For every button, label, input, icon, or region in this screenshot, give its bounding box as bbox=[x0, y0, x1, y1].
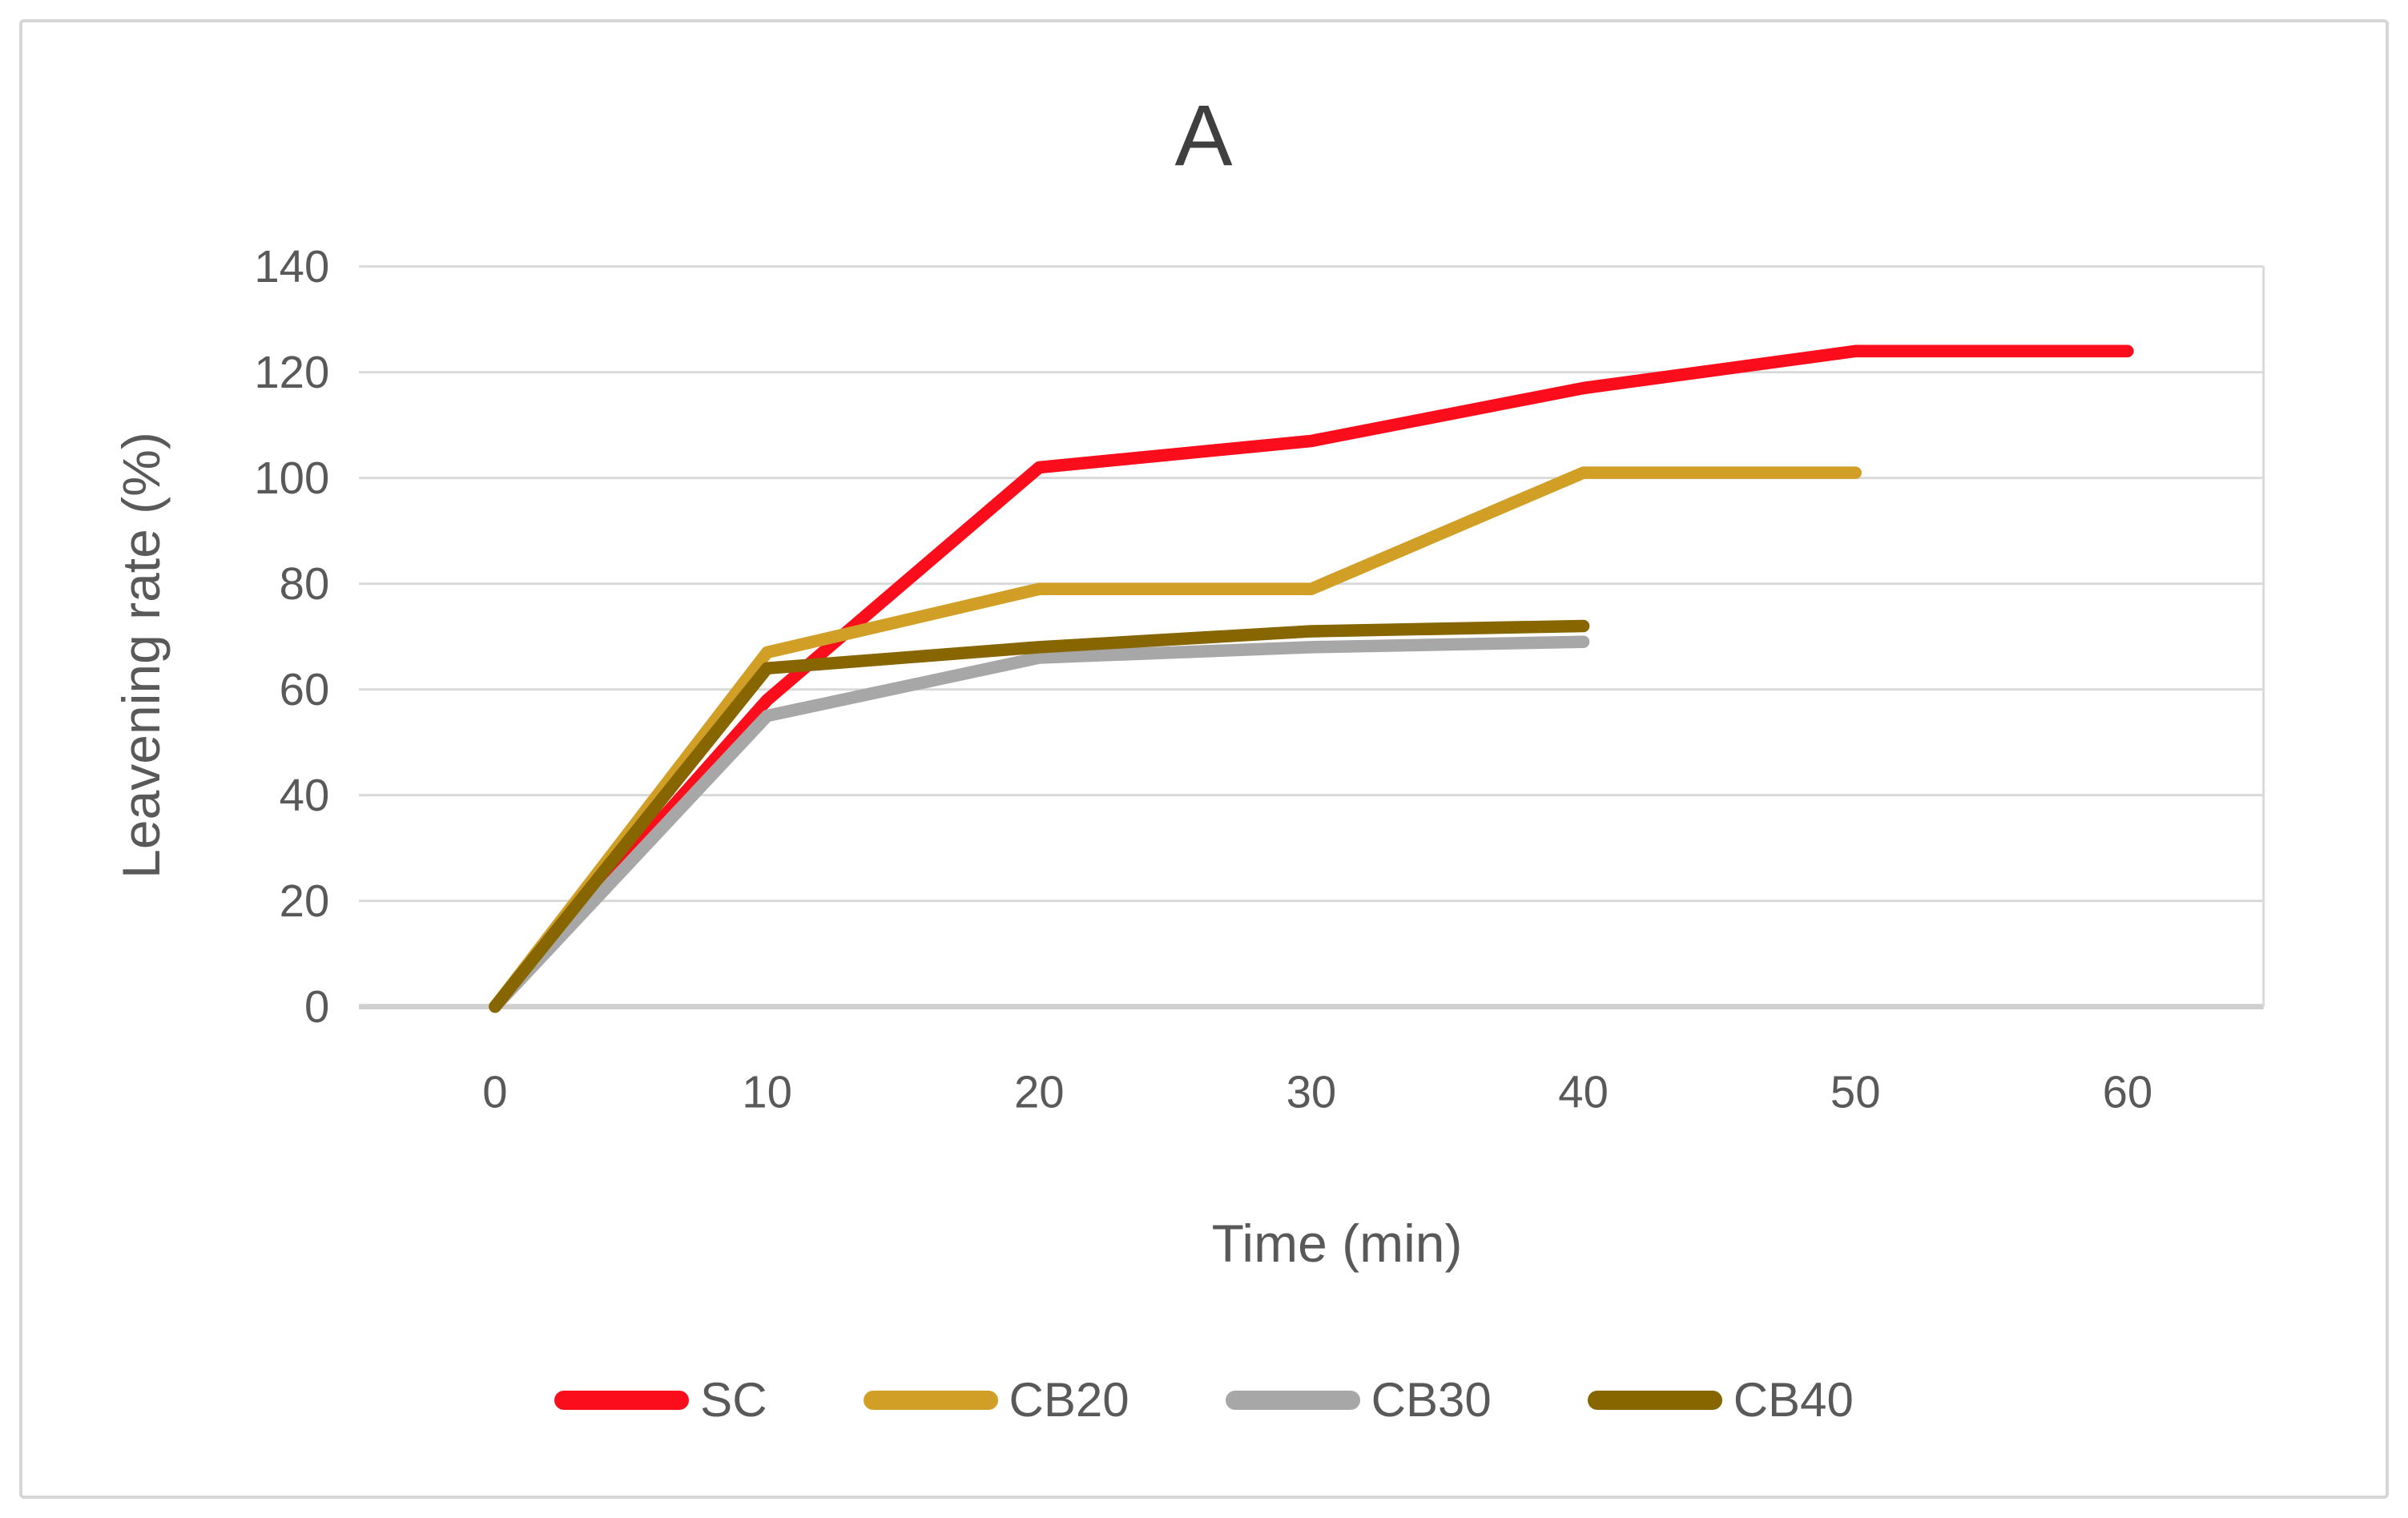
legend-label: CB30 bbox=[1371, 1373, 1492, 1427]
x-tick-label: 50 bbox=[1830, 1067, 1881, 1117]
y-tick-label: 20 bbox=[280, 876, 330, 926]
legend-item-CB40: CB40 bbox=[1587, 1372, 1854, 1427]
legend: SC CB20 CB30 CB40 bbox=[22, 1372, 2386, 1427]
x-tick-label: 60 bbox=[2103, 1067, 2153, 1117]
x-tick-label: 0 bbox=[482, 1067, 507, 1117]
y-tick-label: 0 bbox=[304, 981, 329, 1032]
legend-swatch-SC bbox=[554, 1390, 690, 1410]
legend-swatch-CB30 bbox=[1225, 1390, 1360, 1410]
legend-item-CB30: CB30 bbox=[1225, 1372, 1492, 1427]
x-tick-label: 30 bbox=[1287, 1067, 1337, 1117]
legend-swatch-CB40 bbox=[1587, 1390, 1722, 1410]
y-tick-label: 120 bbox=[254, 347, 329, 397]
x-tick-label: 20 bbox=[1014, 1067, 1065, 1117]
legend-swatch-CB20 bbox=[863, 1390, 998, 1410]
line-chart-plot: 0 20 40 60 80 100 120 140 0 10 20 30 40 50 60 bbox=[254, 241, 2265, 1117]
y-tick-label: 140 bbox=[254, 241, 329, 292]
legend-label: CB20 bbox=[1009, 1373, 1130, 1427]
y-tick-label: 60 bbox=[280, 664, 330, 715]
chart-title: A bbox=[1174, 87, 1234, 183]
legend-label: CB40 bbox=[1733, 1373, 1854, 1427]
legend-item-SC: SC bbox=[554, 1372, 767, 1427]
y-tick-label: 80 bbox=[280, 558, 330, 609]
x-tick-label: 40 bbox=[1558, 1067, 1609, 1117]
series-line-CB40 bbox=[489, 619, 1590, 1013]
series-line-CB20 bbox=[489, 466, 1862, 1013]
y-tick-label: 40 bbox=[280, 770, 330, 820]
y-tick-label: 100 bbox=[254, 453, 329, 503]
series-line-CB30 bbox=[489, 635, 1590, 1013]
legend-label: SC bbox=[700, 1373, 767, 1427]
y-axis-title: Leavening rate (%) bbox=[111, 432, 171, 879]
x-tick-label: 10 bbox=[742, 1067, 792, 1117]
chart-figure: A 0 20 40 60 80 100 120 140 0 10 20 30 40 50 60 Time (… bbox=[19, 19, 2389, 1499]
x-axis-title: Time (min) bbox=[1211, 1214, 1463, 1273]
legend-item-CB20: CB20 bbox=[863, 1372, 1130, 1427]
series-line-SC bbox=[489, 344, 2134, 1013]
